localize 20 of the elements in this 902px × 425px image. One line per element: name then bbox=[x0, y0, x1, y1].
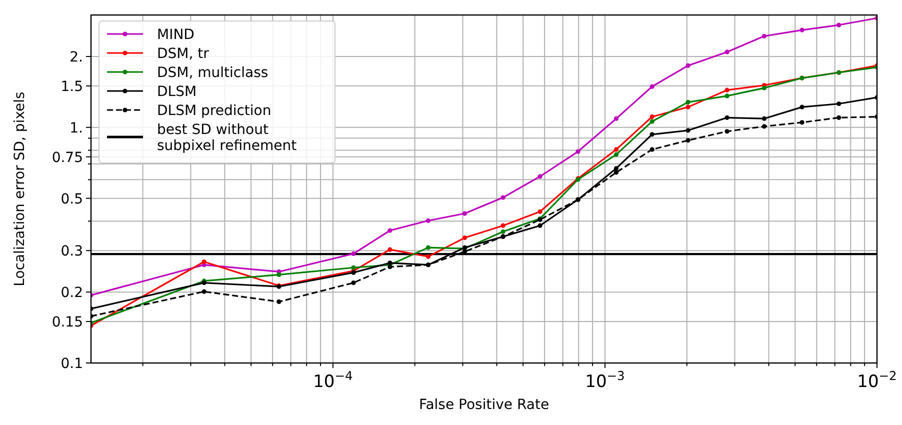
y-tick-label: 1. bbox=[70, 120, 83, 136]
y-tick-label: 0.2 bbox=[60, 285, 83, 302]
y-tick-label: 0.1 bbox=[60, 356, 83, 372]
y-tick-label: 0.15 bbox=[52, 314, 83, 331]
x-tick-label: 10$^{−2}$ bbox=[857, 369, 897, 392]
y-tick-label: 2. bbox=[70, 49, 83, 66]
x-tick-label: 10$^{−3}$ bbox=[585, 369, 625, 392]
legend-label: MIND bbox=[157, 27, 194, 43]
y-tick-label: 0.3 bbox=[60, 244, 83, 260]
legend-label: DLSM prediction bbox=[157, 103, 272, 119]
y-axis-title: Localization error SD, pixels bbox=[12, 92, 28, 286]
x-axis-title: False Positive Rate bbox=[418, 397, 550, 413]
y-tick-label: 1.5 bbox=[60, 78, 83, 95]
legend-label: DSM, multiclass bbox=[157, 65, 268, 81]
legend-label: DLSM bbox=[157, 84, 197, 100]
y-tick-label: 0.75 bbox=[52, 150, 83, 166]
x-tick-label: 10$^{−4}$ bbox=[313, 369, 353, 392]
y-tick-label: 0.5 bbox=[60, 191, 83, 208]
legend-label: best SD without subpixel refinement bbox=[157, 122, 298, 154]
legend-label: DSM, tr bbox=[157, 46, 210, 62]
